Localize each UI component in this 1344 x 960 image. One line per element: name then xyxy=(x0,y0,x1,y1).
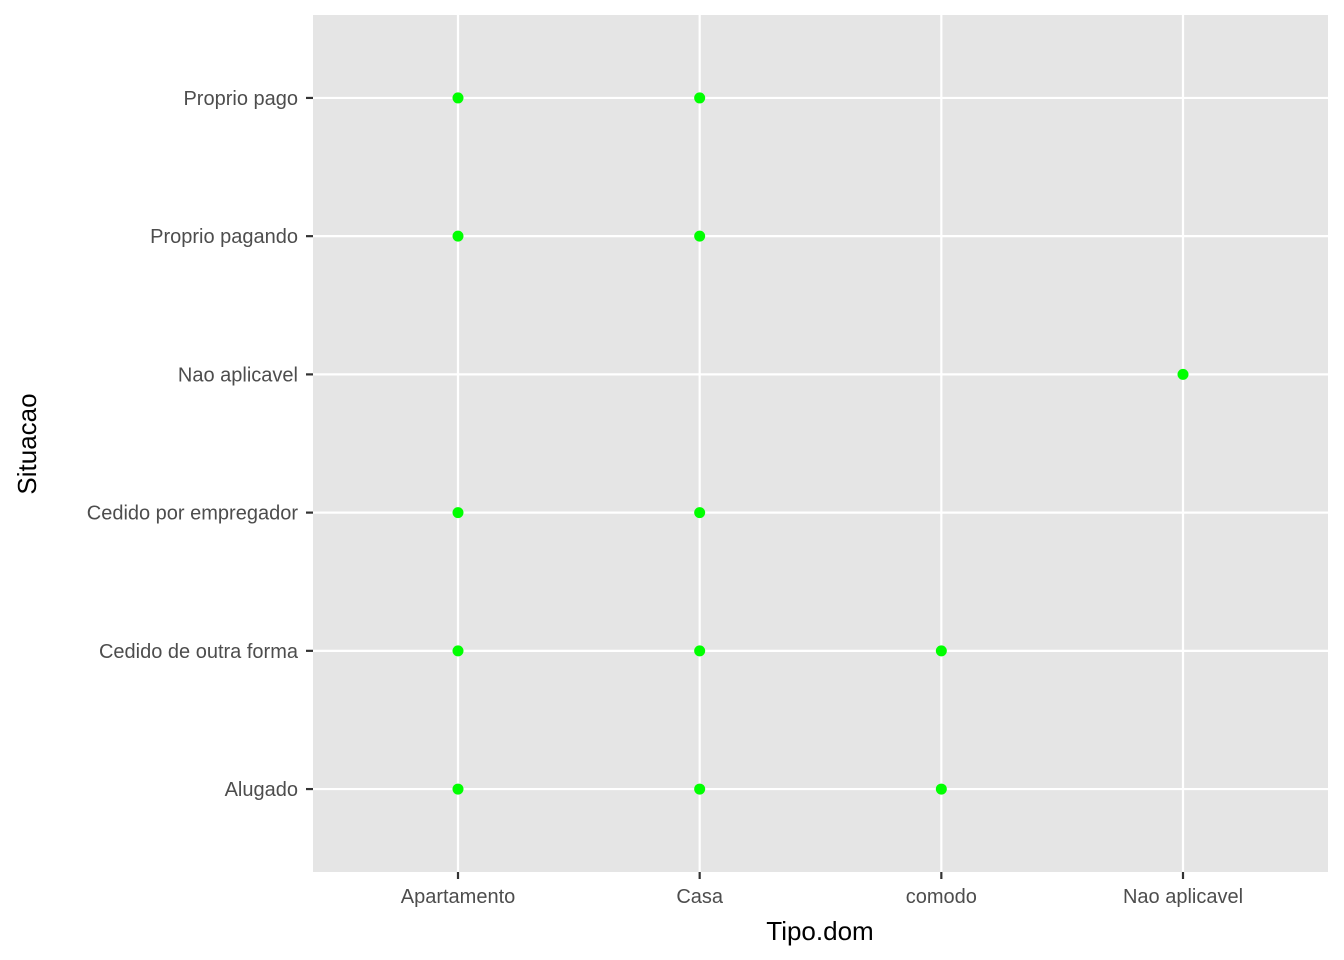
data-point xyxy=(452,507,464,519)
data-point xyxy=(935,783,947,795)
data-point xyxy=(935,645,947,657)
data-point xyxy=(694,645,706,657)
data-point xyxy=(694,230,706,242)
data-point xyxy=(694,783,706,795)
data-point xyxy=(694,507,706,519)
y-tick-label: Cedido de outra forma xyxy=(99,641,299,663)
data-point xyxy=(452,230,464,242)
data-points xyxy=(452,92,1189,795)
x-tick-label: Casa xyxy=(676,886,724,908)
data-point xyxy=(1177,368,1189,380)
x-tick-label: Nao aplicavel xyxy=(1123,886,1243,908)
x-tick-label: Apartamento xyxy=(401,886,516,908)
x-tick-labels: Apartamento Casa comodo Nao aplicavel xyxy=(401,886,1243,908)
data-point xyxy=(452,92,464,104)
x-tick-label: comodo xyxy=(906,886,977,908)
plot-panel xyxy=(313,15,1328,872)
y-tick-label: Nao aplicavel xyxy=(178,364,298,386)
y-tick-label: Cedido por empregador xyxy=(87,503,299,525)
axis-ticks xyxy=(306,96,1185,879)
data-point xyxy=(694,92,706,104)
gridlines xyxy=(313,15,1328,872)
y-tick-label: Alugado xyxy=(225,779,298,801)
data-point xyxy=(452,783,464,795)
y-tick-label: Proprio pagando xyxy=(150,226,298,248)
x-axis-title: Tipo.dom xyxy=(766,916,873,946)
y-tick-label: Proprio pago xyxy=(183,88,298,110)
data-point xyxy=(452,645,464,657)
y-axis-title: Situacao xyxy=(12,393,42,494)
y-tick-labels: Alugado Cedido de outra forma Cedido por e… xyxy=(87,88,299,801)
